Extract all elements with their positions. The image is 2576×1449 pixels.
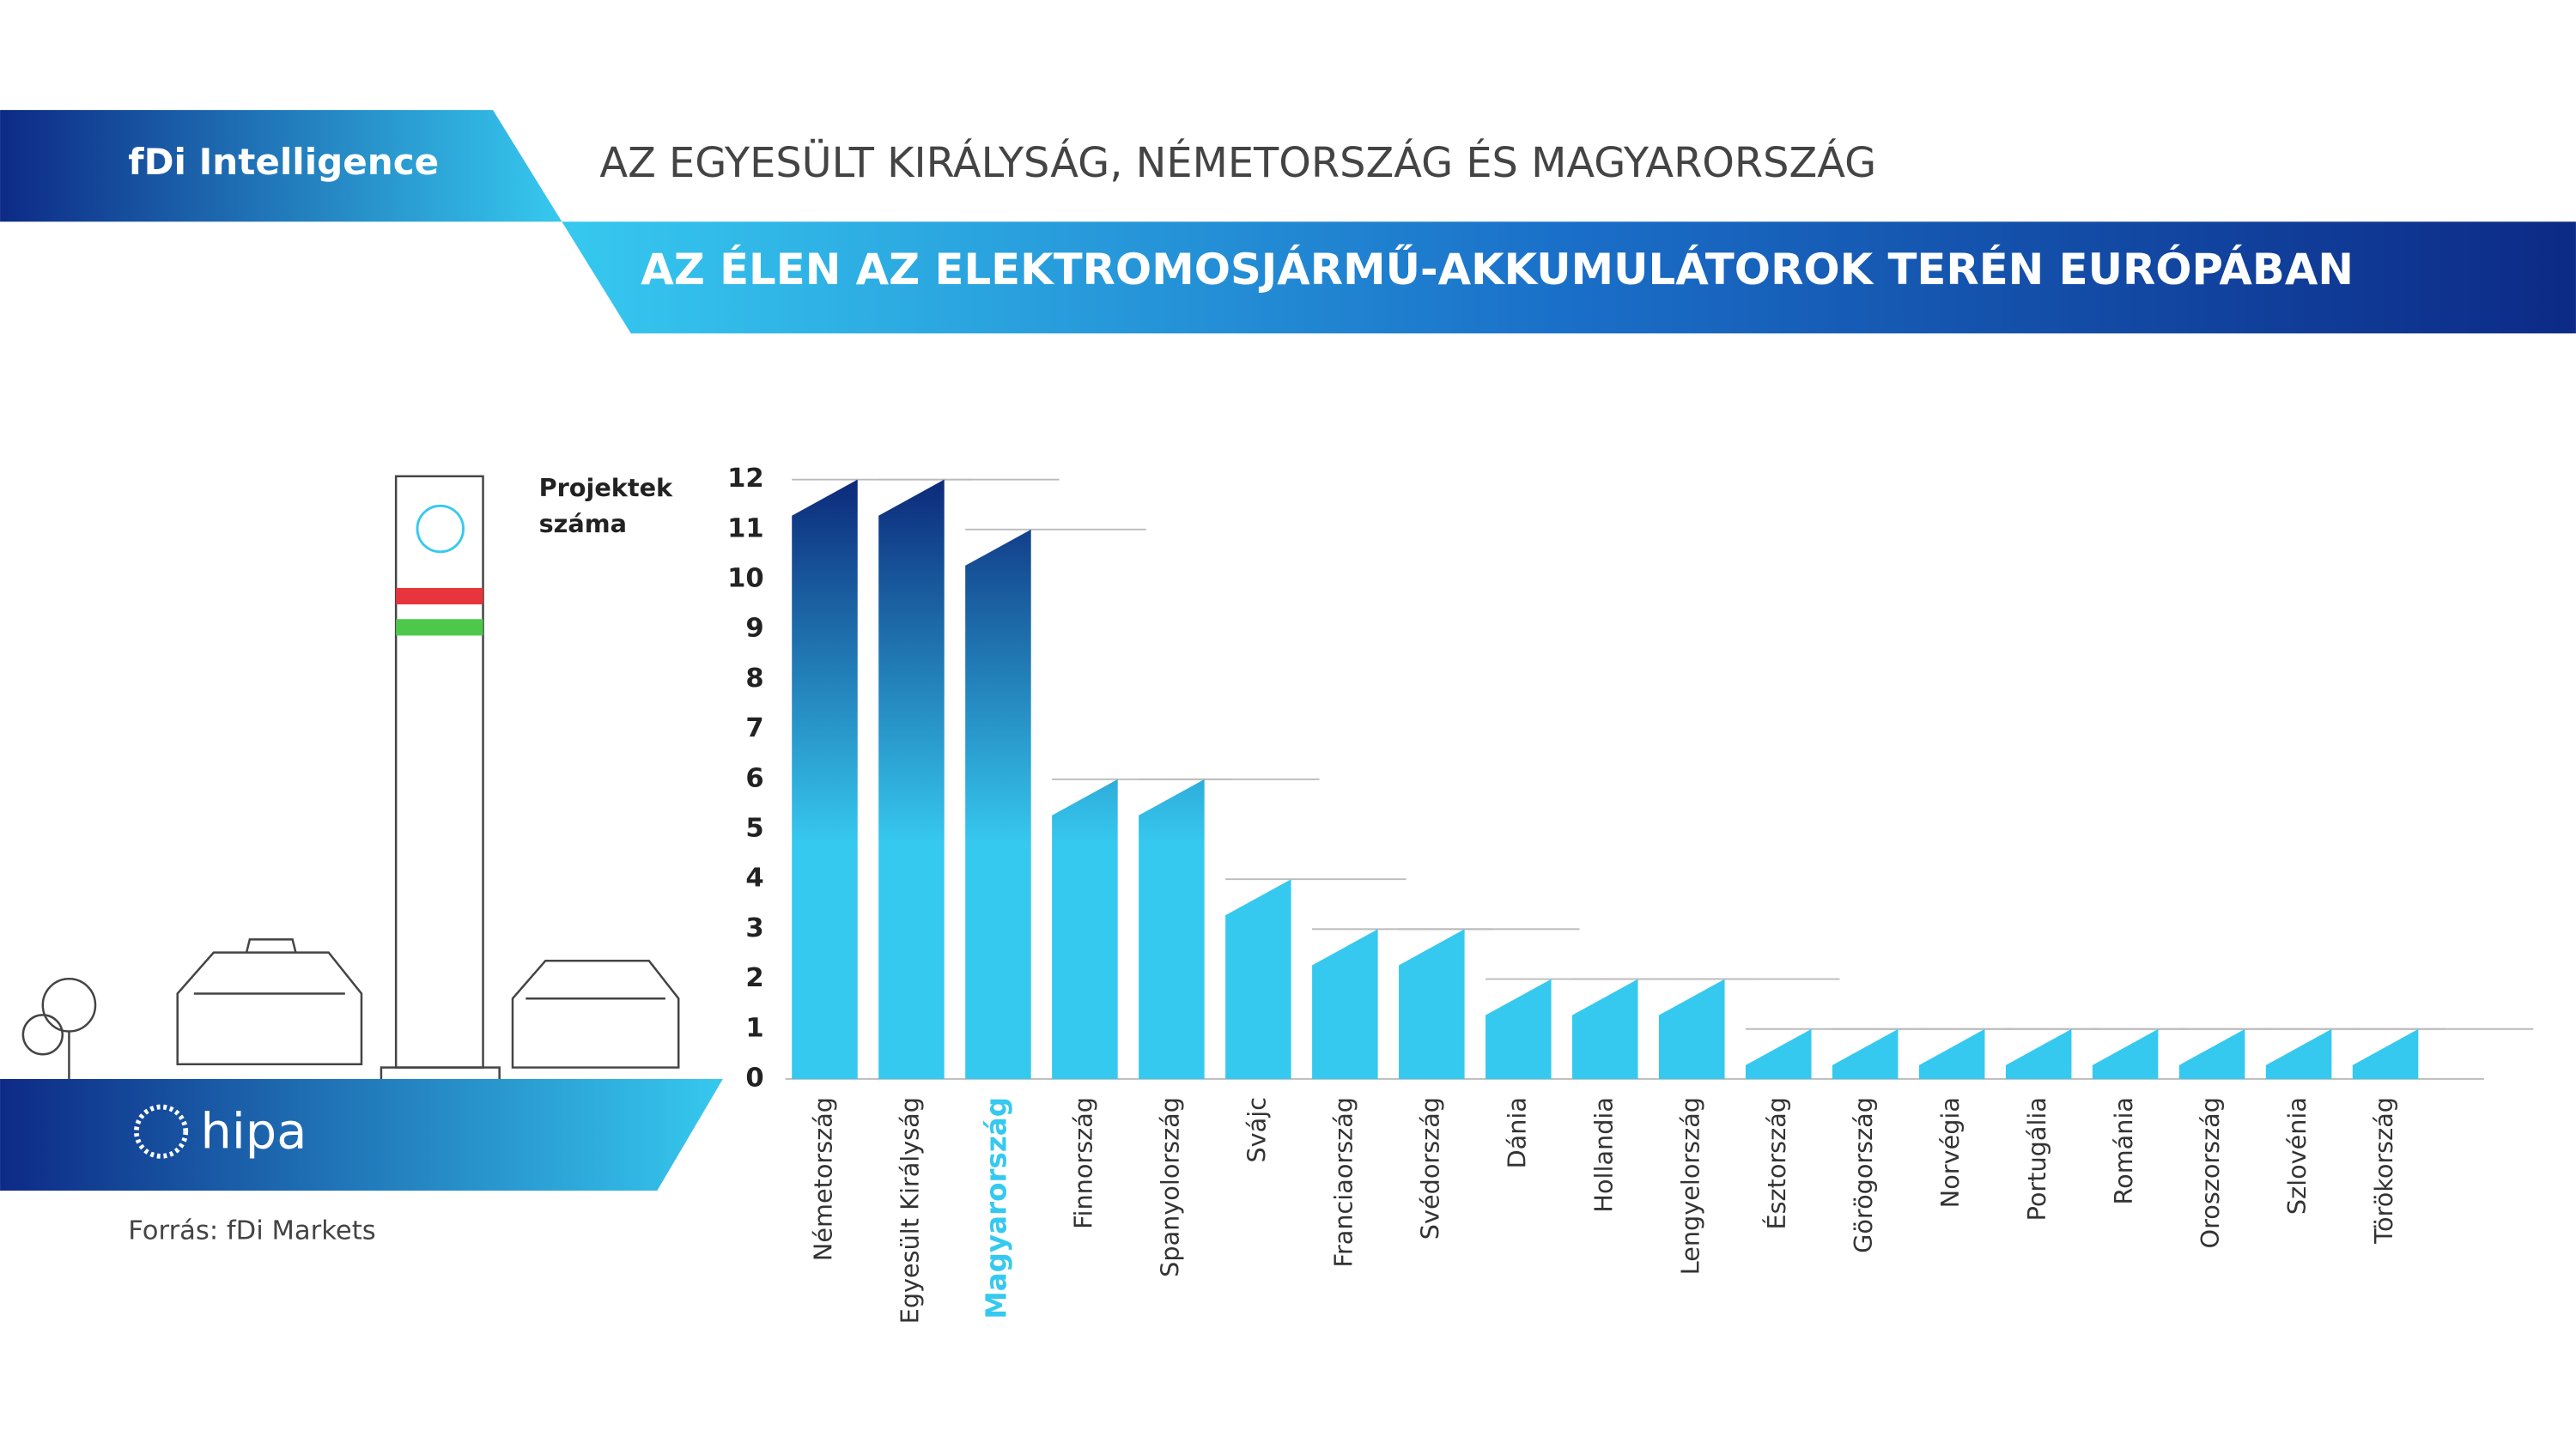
bar	[1139, 779, 1205, 1079]
x-tick-label: Románia	[2109, 1097, 2138, 1204]
bar	[1745, 1028, 1812, 1079]
y-tick-label: 10	[727, 564, 764, 594]
bar	[1485, 979, 1552, 1079]
x-tick-label: Hollandia	[1589, 1097, 1618, 1213]
y-tick-label: 2	[745, 963, 763, 993]
x-tick-label: Oroszország	[2196, 1097, 2225, 1248]
bar	[1572, 979, 1638, 1079]
y-tick-label: 5	[745, 813, 763, 843]
bar	[1918, 1028, 1985, 1079]
x-tick-label: Egyesült Királyság	[895, 1097, 924, 1324]
x-tick-label: Svájc	[1242, 1097, 1271, 1163]
y-tick-label: 8	[745, 664, 763, 694]
y-tick-label: 0	[745, 1063, 763, 1093]
x-tick-label: Németország	[808, 1097, 837, 1261]
bar	[1052, 779, 1118, 1079]
bar	[2092, 1028, 2159, 1079]
y-tick-label: 7	[745, 713, 763, 743]
source: Forrás: fDi Markets	[128, 1216, 375, 1246]
x-tick-label: Franciaország	[1328, 1097, 1358, 1267]
x-tick-label: Norvégia	[1935, 1097, 1965, 1208]
bar	[1832, 1028, 1899, 1079]
x-tick-label: Szlovénia	[2282, 1097, 2312, 1215]
subtitle: AZ ÉLEN AZ ELEKTROMOSJÁRMŰ-AKKUMULÁTOROK…	[641, 244, 2354, 294]
brand-banner	[0, 110, 562, 222]
title: AZ EGYESÜLT KIRÁLYSÁG, NÉMETORSZÁG ÉS MA…	[599, 138, 1876, 187]
y-tick-label: 3	[745, 913, 763, 943]
bar	[2265, 1028, 2332, 1079]
logo-mark	[133, 1104, 189, 1159]
bar	[1658, 979, 1725, 1079]
x-tick-label: Spanyolország	[1155, 1097, 1184, 1277]
x-tick-label: Portugália	[2022, 1097, 2051, 1221]
x-tick-label: Dánia	[1502, 1097, 1531, 1168]
bar	[2352, 1028, 2419, 1079]
illustration	[21, 475, 680, 1082]
x-tick-label: Magyarország	[980, 1097, 1012, 1319]
bar	[1312, 929, 1378, 1079]
bar	[2178, 1028, 2245, 1079]
x-tick-label: Görögország	[1849, 1097, 1878, 1253]
y-tick-label: 9	[745, 614, 763, 644]
x-tick-label: Törökország	[2369, 1097, 2398, 1245]
y-tick-label: 12	[727, 464, 764, 494]
y-tick-label: 4	[745, 864, 763, 894]
x-tick-label: Észtország	[1762, 1097, 1791, 1230]
y-axis-title-box: Projektek száma	[538, 472, 673, 539]
y-axis-title: Projektek száma	[538, 472, 673, 539]
x-tick-label: Finnország	[1068, 1097, 1097, 1229]
x-tick-label: Svédország	[1415, 1097, 1444, 1240]
brand: fDi Intelligence	[128, 141, 439, 183]
bar	[2005, 1028, 2072, 1079]
y-tick-label: 6	[745, 763, 763, 793]
bar	[878, 479, 945, 1079]
bar	[1399, 929, 1465, 1079]
bar	[965, 529, 1031, 1079]
x-tick-label: Lengyelország	[1675, 1097, 1704, 1275]
y-tick-label: 1	[745, 1013, 763, 1043]
y-tick-label: 11	[727, 513, 764, 543]
footer-banner	[0, 1078, 723, 1191]
bar	[792, 479, 858, 1079]
logo: hipa	[200, 1103, 307, 1161]
subtitle-banner	[562, 221, 2576, 334]
bar	[1225, 879, 1291, 1079]
